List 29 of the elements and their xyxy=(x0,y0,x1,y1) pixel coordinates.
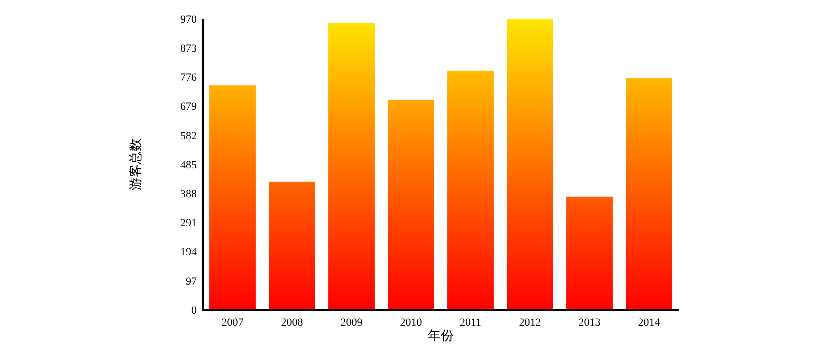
y-tick-label: 291 xyxy=(180,218,197,230)
bar xyxy=(210,86,256,310)
x-tick-label: 2009 xyxy=(340,317,364,329)
y-tick-label: 582 xyxy=(180,130,197,142)
bar xyxy=(269,182,316,310)
bar xyxy=(388,100,434,310)
bar xyxy=(566,196,613,310)
y-tick-label: 485 xyxy=(180,159,198,172)
y-tick-label: 873 xyxy=(180,42,198,55)
x-tick-label: 2012 xyxy=(519,317,542,329)
bar xyxy=(507,19,554,310)
x-axis-title: 年份 xyxy=(428,329,454,344)
y-tick-label: 194 xyxy=(180,246,198,259)
y-axis-title: 游客总数 xyxy=(128,138,144,190)
y-tick-label: 0 xyxy=(192,304,198,317)
x-tick-label: 2007 xyxy=(222,317,244,329)
x-tick-label: 2014 xyxy=(638,317,661,329)
x-tick-label: 2008 xyxy=(281,317,304,329)
y-tick-label: 388 xyxy=(180,188,198,200)
y-tick-label: 679 xyxy=(180,101,198,114)
x-tick-label: 2011 xyxy=(460,317,482,329)
y-tick-label: 776 xyxy=(180,72,198,84)
bar xyxy=(626,78,672,310)
y-tick-label: 97 xyxy=(186,276,198,288)
bar xyxy=(328,23,375,310)
x-tick-label: 2010 xyxy=(400,317,423,329)
y-tick-label: 970 xyxy=(180,14,198,26)
x-tick-label: 2013 xyxy=(578,317,602,329)
bar xyxy=(448,70,494,310)
